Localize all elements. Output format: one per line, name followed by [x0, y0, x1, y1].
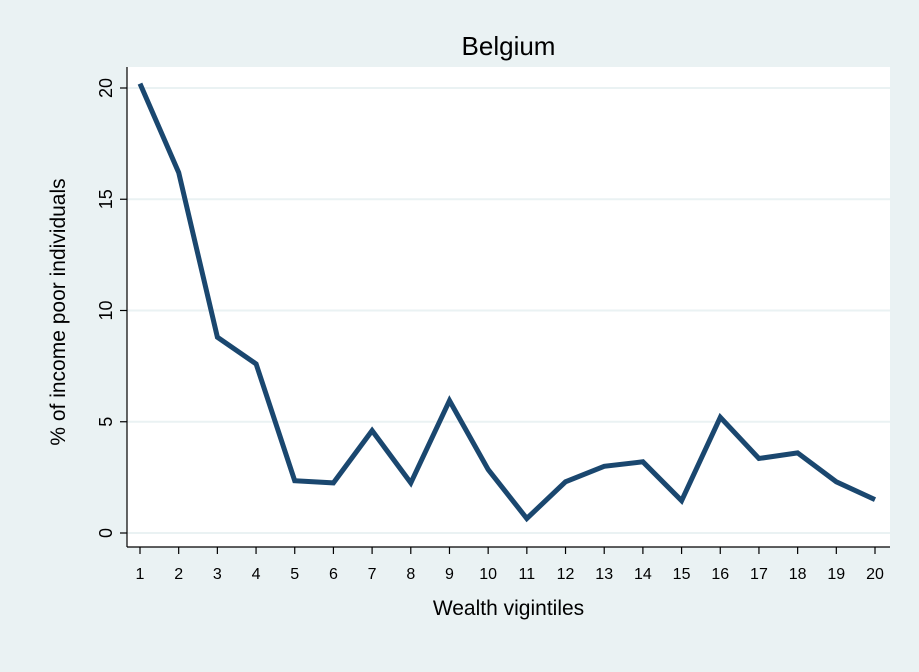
x-tick-label: 9: [445, 566, 454, 583]
x-tick-label: 11: [519, 566, 536, 583]
chart-title: Belgium: [462, 31, 556, 61]
x-tick-label: 3: [213, 566, 222, 583]
y-tick-label: 15: [96, 189, 116, 209]
x-tick-label: 14: [634, 566, 652, 583]
y-tick-label: 20: [96, 78, 116, 98]
x-tick-label: 5: [290, 566, 299, 583]
x-tick-label: 7: [368, 566, 377, 583]
y-tick-label: 0: [96, 528, 116, 538]
x-tick-label: 16: [711, 566, 729, 583]
x-tick-label: 1: [136, 566, 145, 583]
x-tick-label: 6: [329, 566, 338, 583]
x-tick-label: 18: [789, 566, 807, 583]
x-axis-ticks: 1 2 3 4 5 6 7 8 9 10 11 12 13 14 15 16 17 18 19 20: [136, 547, 884, 583]
x-tick-label: 13: [595, 566, 613, 583]
x-tick-label: 12: [557, 566, 575, 583]
x-axis-title: Wealth vigintiles: [433, 597, 584, 620]
y-tick-label: 10: [96, 300, 116, 320]
grid-lines: [127, 87, 890, 534]
x-tick-label: 17: [750, 566, 768, 583]
x-tick-label: 10: [479, 566, 497, 583]
x-tick-label: 8: [406, 566, 415, 583]
x-tick-label: 4: [252, 566, 261, 583]
x-tick-label: 2: [174, 566, 183, 583]
plot-area: [127, 67, 890, 547]
series-line: [137, 82, 877, 523]
x-tick-label: 15: [673, 566, 691, 583]
y-tick-label: 5: [96, 417, 116, 427]
x-tick-label: 20: [866, 566, 884, 583]
y-axis-title: % of income poor individuals: [47, 178, 70, 445]
x-tick-label: 19: [827, 566, 845, 583]
y-axis-ticks: 0 5 10 15 20: [96, 78, 127, 538]
